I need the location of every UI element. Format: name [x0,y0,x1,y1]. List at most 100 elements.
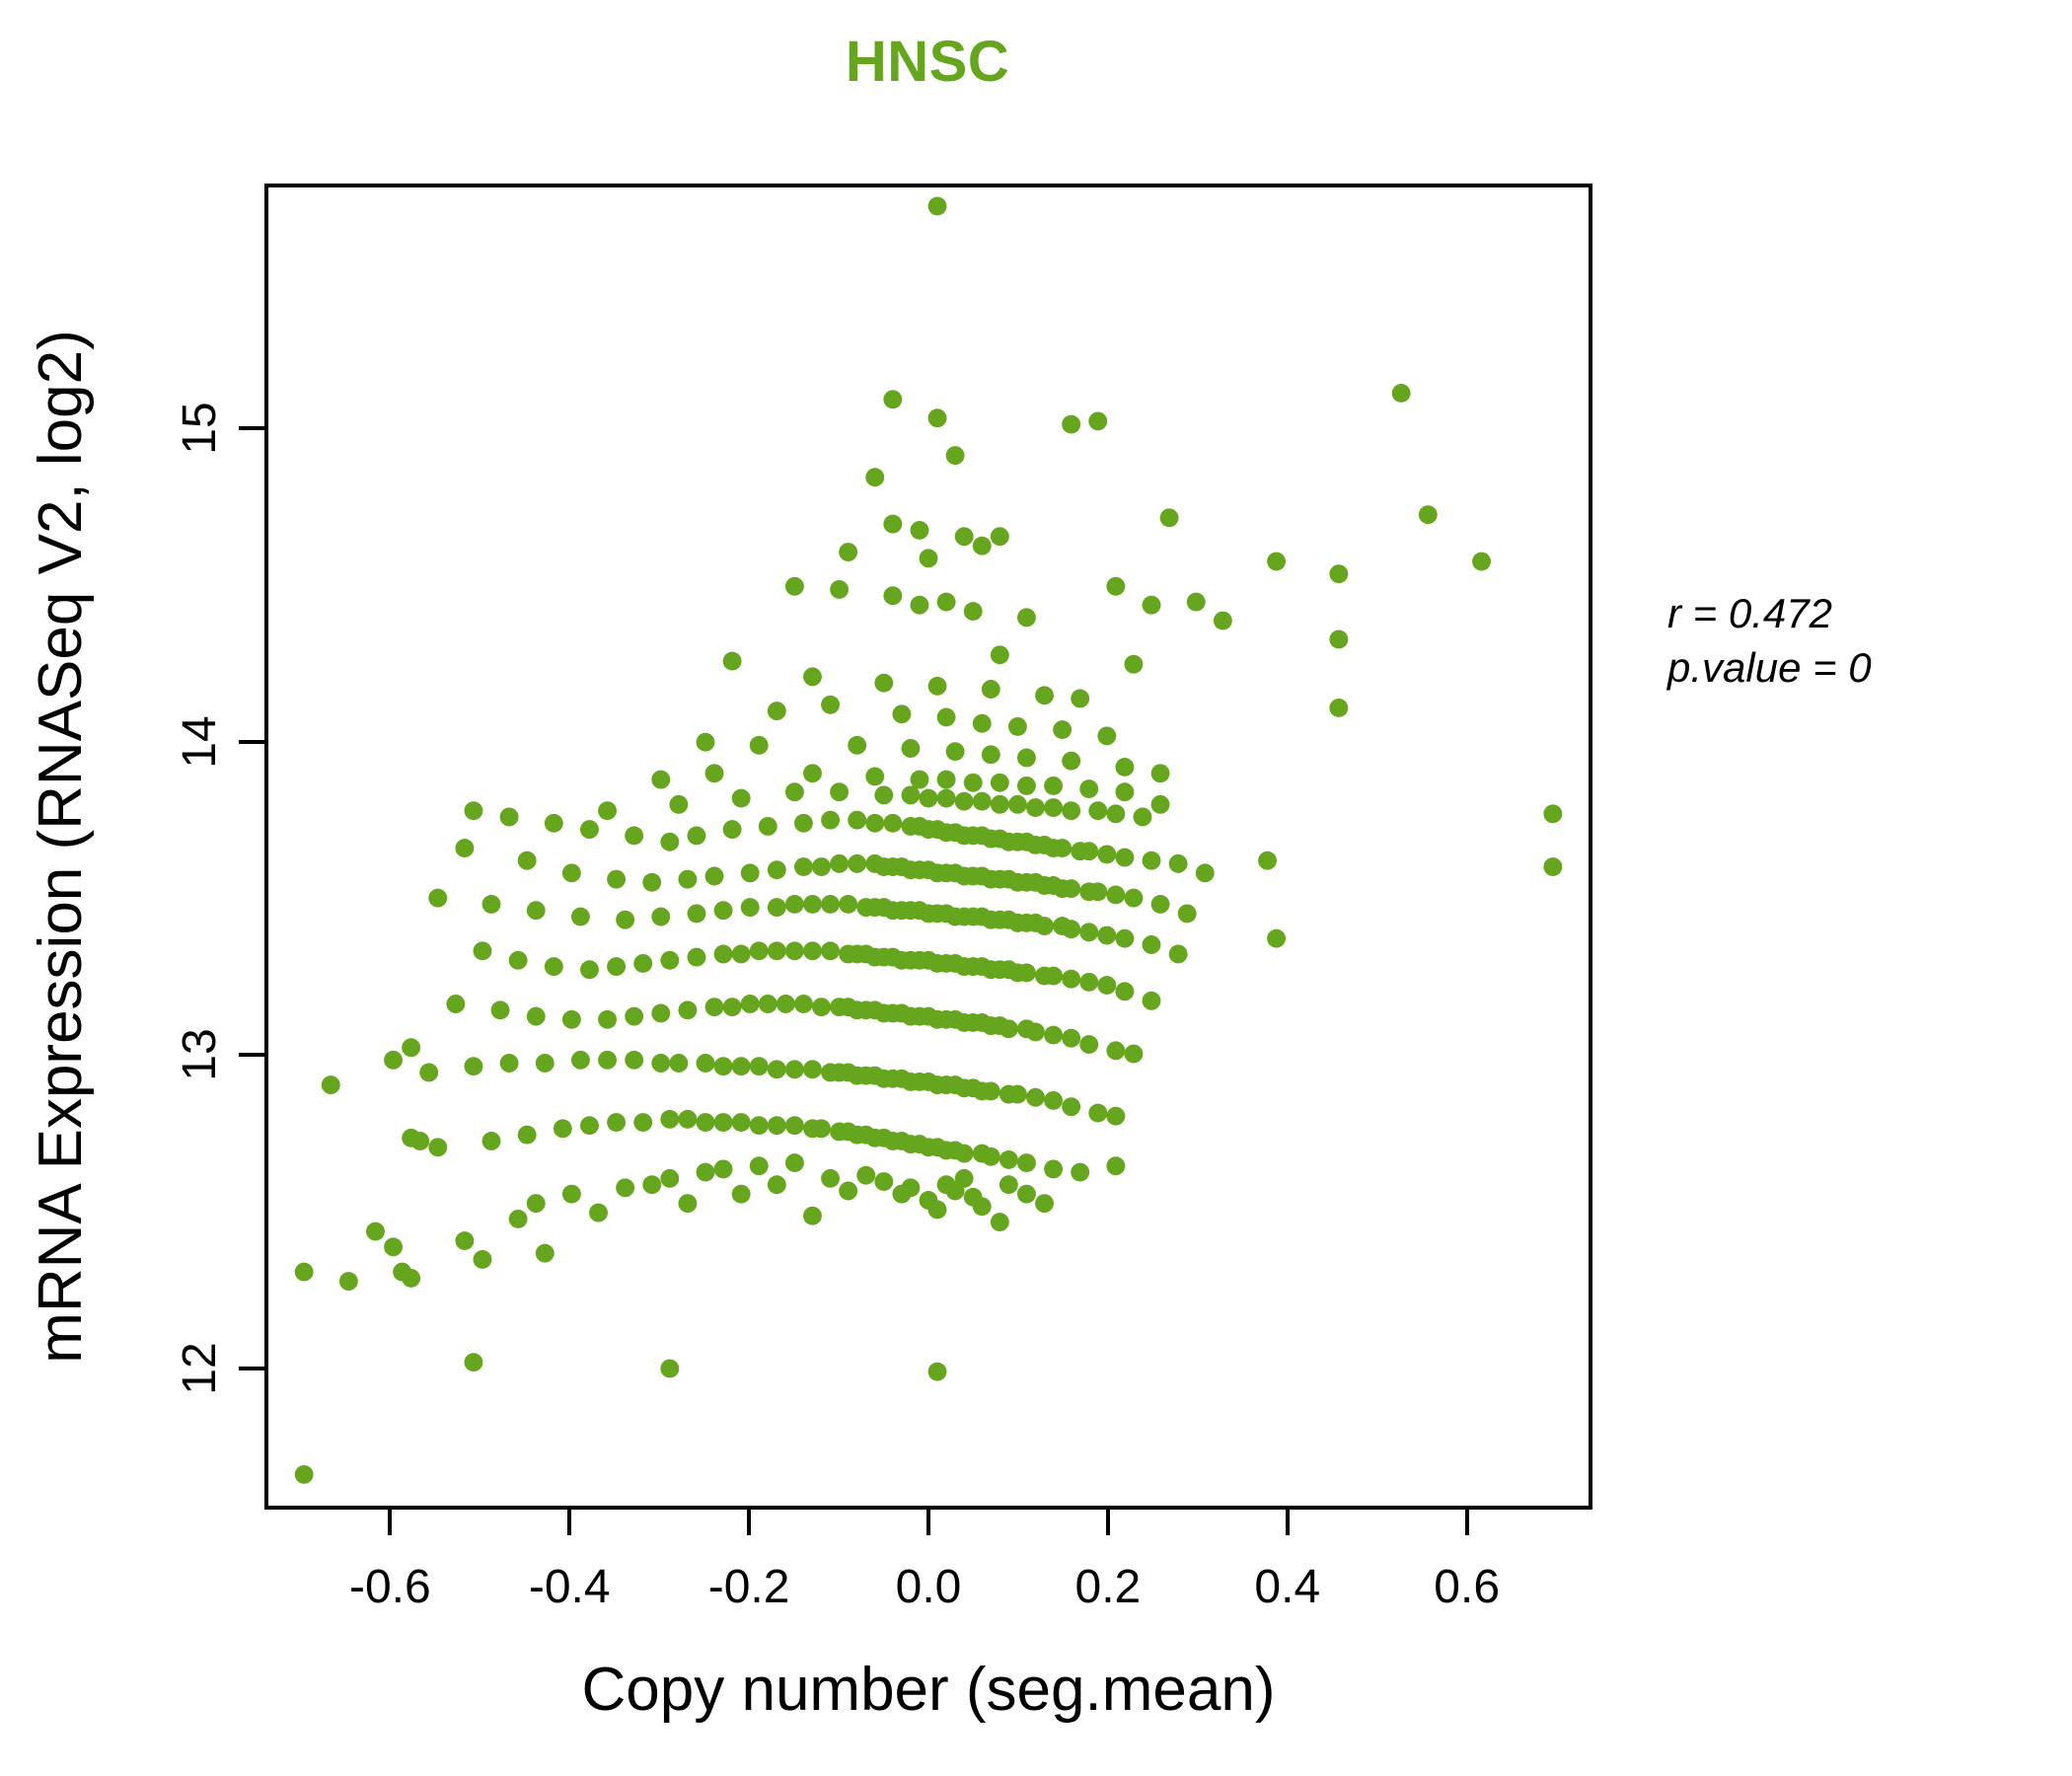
scatter-point [1267,552,1287,571]
scatter-point [1071,689,1090,708]
scatter-point [1035,686,1054,705]
scatter-point [883,390,903,409]
scatter-point [1195,863,1215,883]
scatter-point [1186,592,1206,612]
scatter-point [883,586,903,606]
scatter-point [821,810,840,830]
scatter-point [963,602,983,621]
scatter-point [990,773,1009,792]
y-tick-label: 15 [174,402,226,455]
scatter-point [874,1172,894,1191]
scatter-point [981,1147,1000,1166]
scatter-point [990,794,1009,814]
scatter-point [767,898,786,918]
scatter-point [981,745,1000,765]
scatter-point [945,446,965,466]
scatter-point [1133,807,1152,827]
scatter-point [1007,794,1027,814]
scatter-point [758,995,777,1013]
scatter-point [1115,982,1135,1001]
scatter-point [793,995,813,1013]
scatter-point [722,651,742,671]
scatter-point [660,1168,680,1188]
scatter-point [669,1054,689,1073]
scatter-point [927,1200,947,1220]
scatter-point [1017,963,1036,983]
scatter-point [848,853,867,873]
scatter-point [1062,969,1081,989]
scatter-point [972,536,992,555]
scatter-point [455,839,475,858]
scatter-point [803,667,822,687]
scatter-point [1062,879,1081,899]
scatter-point [402,1268,421,1288]
scatter-point [784,782,804,802]
scatter-point [633,953,653,973]
scatter-point [1062,751,1081,771]
scatter-point [1159,508,1179,528]
x-tick-label: -0.2 [707,1561,790,1613]
scatter-point [607,957,627,977]
p-value: p.value = 0 [1667,643,1872,691]
scatter-point [731,1113,751,1132]
scatter-point [598,1009,617,1029]
scatter-point [803,894,822,914]
x-tick-label: -0.4 [528,1561,611,1613]
scatter-point [784,576,804,596]
scatter-point [713,944,733,964]
scatter-point [1017,776,1036,795]
scatter-point [749,1116,769,1136]
scatter-point [767,1116,786,1136]
scatter-point [1017,748,1036,768]
scatter-point [384,1237,404,1257]
correlation-value: r = 0.472 [1667,590,1832,636]
scatter-point [455,1231,475,1250]
scatter-point [1106,1041,1126,1061]
scatter-point [1017,1153,1036,1173]
scatter-point [499,807,519,827]
scatter-point [446,995,466,1013]
scatter-point [294,1262,314,1282]
scatter-point [803,1206,822,1225]
scatter-point [464,1353,483,1372]
scatter-point [999,1019,1018,1039]
x-tick-mark [747,1510,752,1535]
y-tick-label: 13 [174,1028,226,1081]
scatter-point [1044,776,1064,795]
x-tick-mark [388,1510,393,1535]
scatter-point [544,957,563,977]
scatter-point [1106,804,1126,824]
scatter-point [830,782,850,802]
x-tick-mark [1105,1510,1110,1535]
x-tick-label: -0.6 [348,1561,431,1613]
scatter-point [1053,720,1073,740]
scatter-point [481,1132,501,1150]
scatter-point [607,869,627,889]
scatter-point [499,1054,519,1073]
scatter-point [553,1119,572,1139]
scatter-point [366,1221,385,1241]
scatter-point [874,785,894,805]
scatter-point [1106,1106,1126,1126]
scatter-point [580,960,599,980]
scatter-point [749,1156,769,1176]
scatter-point [384,1050,404,1070]
scatter-point [945,742,965,762]
scatter-point [856,1165,876,1185]
scatter-point [561,863,581,883]
scatter-point [848,735,867,755]
scatter-point [1079,779,1099,799]
scatter-point [1115,928,1135,948]
scatter-point [687,947,706,967]
scatter-point [481,894,501,914]
scatter-point [990,527,1009,547]
scatter-point [625,1050,644,1070]
scatter-point [1026,798,1045,817]
scatter-point [1329,699,1349,717]
scatter-point [561,1009,581,1029]
scatter-point [839,543,858,561]
scatter-point [402,1038,421,1058]
scatter-point [954,1144,974,1163]
scatter-point [803,764,822,783]
scatter-point [1106,885,1126,905]
